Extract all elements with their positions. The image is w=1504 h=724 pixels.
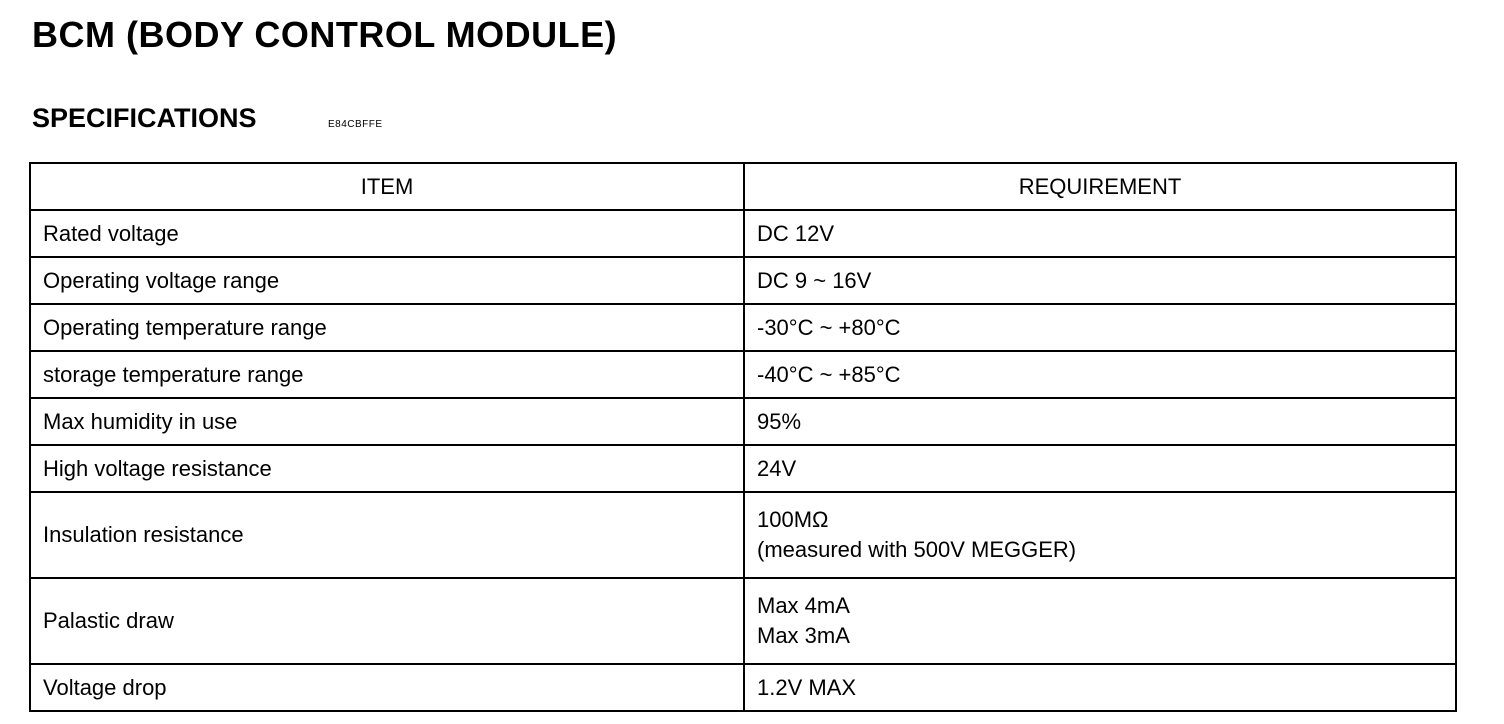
requirement-cell: DC 9 ~ 16V xyxy=(743,256,1457,305)
requirement-line: Max 4mA xyxy=(757,593,850,618)
item-cell: Palastic draw xyxy=(29,577,745,665)
requirement-line: 1.2V MAX xyxy=(757,674,857,700)
table-row: Voltage drop 1.2V MAX xyxy=(29,663,1457,712)
requirement-cell: DC 12V xyxy=(743,209,1457,258)
header-item: ITEM xyxy=(29,162,745,211)
table-row: Operating temperature range -30°C ~ +80°C xyxy=(29,303,1457,352)
requirement-line: -40°C ~ +85°C xyxy=(757,361,901,387)
requirement-line: 24V xyxy=(757,455,797,481)
table-row: Max humidity in use 95% xyxy=(29,397,1457,446)
requirement-line: -30°C ~ +80°C xyxy=(757,314,901,340)
requirement-line: DC 12V xyxy=(757,220,835,246)
table-row: Rated voltage DC 12V xyxy=(29,209,1457,258)
table-header-row: ITEM REQUIREMENT xyxy=(29,162,1457,211)
specifications-table: ITEM REQUIREMENT Rated voltage DC 12V Oper… xyxy=(29,162,1457,712)
section-code: E84CBFFE xyxy=(328,119,383,130)
requirement-line: (measured with 500V MEGGER) xyxy=(757,537,1077,562)
table-row: High voltage resistance 24V xyxy=(29,444,1457,493)
table-row: Insulation resistance 100MΩ (measured with… xyxy=(29,491,1457,579)
section-heading: SPECIFICATIONS xyxy=(32,103,257,133)
table-row: storage temperature range -40°C ~ +85°C xyxy=(29,350,1457,399)
table-row: Palastic draw Max 4mA Max 3mA xyxy=(29,577,1457,665)
item-cell: storage temperature range xyxy=(29,350,745,399)
requirement-line: 100MΩ xyxy=(757,507,829,532)
item-cell: Max humidity in use xyxy=(29,397,745,446)
requirement-cell: Max 4mA Max 3mA xyxy=(743,577,1457,665)
requirement-line: DC 9 ~ 16V xyxy=(757,267,872,293)
requirement-cell: 95% xyxy=(743,397,1457,446)
item-cell: High voltage resistance xyxy=(29,444,745,493)
requirement-cell: 24V xyxy=(743,444,1457,493)
header-requirement: REQUIREMENT xyxy=(743,162,1457,211)
table-row: Operating voltage range DC 9 ~ 16V xyxy=(29,256,1457,305)
requirement-cell: -30°C ~ +80°C xyxy=(743,303,1457,352)
page-title: BCM (BODY CONTROL MODULE) xyxy=(32,14,618,55)
requirement-cell: 1.2V MAX xyxy=(743,663,1457,712)
requirement-cell: -40°C ~ +85°C xyxy=(743,350,1457,399)
item-cell: Insulation resistance xyxy=(29,491,745,579)
item-cell: Operating temperature range xyxy=(29,303,745,352)
requirement-line: 95% xyxy=(757,408,802,434)
item-cell: Rated voltage xyxy=(29,209,745,258)
requirement-cell: 100MΩ (measured with 500V MEGGER) xyxy=(743,491,1457,579)
item-cell: Voltage drop xyxy=(29,663,745,712)
requirement-line: Max 3mA xyxy=(757,623,850,648)
item-cell: Operating voltage range xyxy=(29,256,745,305)
